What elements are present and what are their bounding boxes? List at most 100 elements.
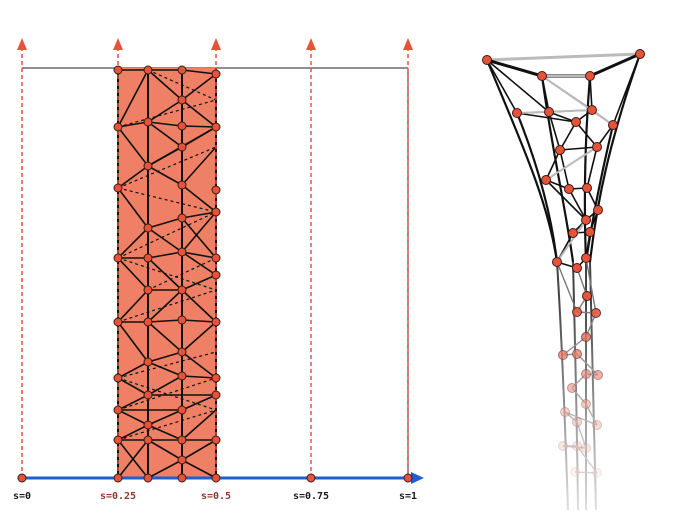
band-node (211, 207, 221, 217)
band-edge (147, 227, 183, 253)
band-edge (181, 217, 217, 259)
arrow-up-icon (113, 38, 123, 50)
band-edge (147, 409, 183, 426)
mapped-edge (486, 52, 641, 62)
mapped-node (592, 142, 602, 152)
band-node (211, 69, 221, 79)
band-edge (181, 146, 217, 186)
band-edge (147, 257, 183, 291)
mapped-node (544, 107, 554, 117)
band-node (177, 405, 187, 415)
arrow-up-icon (211, 38, 221, 50)
band-node (211, 253, 221, 263)
mapped-edge-dim (541, 75, 614, 126)
band-edge (117, 257, 149, 291)
band-edge (147, 319, 183, 323)
band-node (113, 435, 123, 445)
band-edge-dashed (117, 377, 217, 411)
mapped-edge (559, 146, 598, 151)
band-edge (117, 424, 149, 441)
band-node (177, 142, 187, 152)
band-node (143, 357, 153, 367)
band-edge (147, 321, 183, 353)
band-edge (147, 69, 183, 101)
band-edge (117, 394, 149, 411)
band-node (177, 121, 187, 131)
mapped-edge-curve (588, 53, 642, 263)
band-edge (117, 321, 149, 363)
mapped-node (587, 105, 597, 115)
band-mesh-nodes (113, 65, 221, 465)
band-edge (181, 211, 217, 253)
band-node (113, 373, 123, 383)
band-edge (181, 394, 217, 411)
fade-overlay (540, 300, 630, 516)
band-edge (147, 375, 183, 396)
arrow-up-icon (306, 38, 316, 50)
band-edge (181, 351, 217, 379)
band-node (177, 65, 187, 75)
mapped-edge-dim (556, 219, 587, 263)
band-node (211, 435, 221, 445)
band-node (143, 390, 153, 400)
mapped-edge (486, 59, 518, 114)
band-edge (181, 274, 217, 291)
mapped-node (537, 71, 547, 81)
band-edge (147, 217, 183, 229)
band-edge (117, 409, 149, 426)
band-node (143, 223, 153, 233)
mapped-edge (589, 75, 593, 111)
band-edge (181, 73, 217, 101)
band-edge (181, 439, 217, 461)
band-edge (181, 99, 217, 128)
arrow-right-icon (411, 472, 424, 484)
mapped-node (572, 263, 582, 273)
mapped-edge-dim (516, 109, 593, 114)
band-edge (117, 69, 149, 128)
mapped-node (571, 117, 581, 127)
parameter-labels: s=0 s=0.25 s=0.5 s=0.75 s=1 (13, 491, 417, 502)
band-edge (181, 125, 217, 128)
band-edge-dashed (117, 99, 217, 128)
mapped-edge (559, 149, 570, 190)
mapped-edge-dim (545, 146, 598, 181)
mapped-edge (545, 179, 587, 221)
band-node (143, 161, 153, 171)
band-edge (147, 251, 183, 259)
band-node (211, 185, 221, 195)
mapped-node (581, 253, 591, 263)
parameter-label: s=0.5 (201, 491, 231, 502)
band-edge (147, 459, 183, 479)
mapped-node (581, 215, 591, 225)
band-node (177, 435, 187, 445)
axis-node (177, 473, 187, 483)
mapped-node (582, 183, 592, 193)
band-node (143, 117, 153, 127)
mapped-edge (575, 121, 598, 148)
band-edge (117, 439, 149, 479)
band-edge-dashed (117, 289, 217, 323)
band-edge (147, 121, 183, 127)
band-node (211, 373, 221, 383)
band-edge (117, 377, 149, 396)
band-node (177, 315, 187, 325)
band-edge (117, 361, 149, 379)
axis-node (403, 473, 413, 483)
mapped-edge (486, 58, 543, 78)
band-node (143, 65, 153, 75)
band-edge (181, 211, 217, 219)
band-node (143, 285, 153, 295)
mapped-node (593, 205, 603, 215)
band-node (211, 122, 221, 132)
mapped-edge (545, 149, 561, 181)
mapped-edge (541, 75, 550, 113)
mapped-node (608, 120, 618, 130)
band-edge (181, 289, 217, 323)
band-edge (147, 351, 183, 363)
band-edge (117, 121, 149, 128)
band-node (177, 347, 187, 357)
mapped-edge (559, 121, 577, 151)
band-node (177, 180, 187, 190)
parameter-label: s=0 (13, 491, 31, 502)
band-node (177, 95, 187, 105)
